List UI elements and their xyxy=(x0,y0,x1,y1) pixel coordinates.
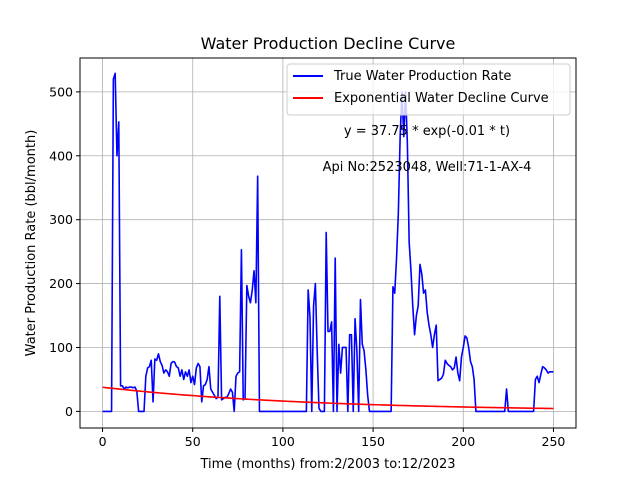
x-tick-label: 200 xyxy=(451,434,475,449)
chart-title: Water Production Decline Curve xyxy=(201,34,456,53)
series-line-exponential-fit xyxy=(102,386,554,410)
y-tick-label: 100 xyxy=(49,340,73,355)
x-tick-label: 150 xyxy=(361,434,385,449)
x-tick-label: 100 xyxy=(271,434,295,449)
legend-label-exponential: Exponential Water Decline Curve xyxy=(334,91,549,106)
y-tick-label: 0 xyxy=(65,404,73,419)
well-annotation: Api No:2523048, Well:71-1-AX-4 xyxy=(323,160,532,175)
equation-annotation: y = 37.75 * exp(-0.01 * t) xyxy=(344,124,510,139)
y-tick-label: 200 xyxy=(49,276,73,291)
y-tick-label: 500 xyxy=(49,84,73,99)
plot-frame xyxy=(79,57,577,429)
x-tick-label: 50 xyxy=(185,434,201,449)
grid xyxy=(80,58,576,428)
legend-label-true-rate: True Water Production Rate xyxy=(333,69,511,84)
y-tick-label: 300 xyxy=(49,212,73,227)
series-layer xyxy=(102,72,554,413)
x-tick-label: 0 xyxy=(99,434,107,449)
y-axis-label: Water Production Rate (bbl/month) xyxy=(24,130,39,357)
y-tick-label: 400 xyxy=(49,148,73,163)
axis-ticks: 0 50 100 150 200 250 0 100 200 300 400 500 xyxy=(49,84,565,449)
legend-box xyxy=(286,63,571,116)
x-axis-label: Time (months) from:2/2003 to:12/2023 xyxy=(199,457,455,472)
x-tick-label: 250 xyxy=(542,434,566,449)
legend: True Water Production Rate Exponential W… xyxy=(286,63,571,116)
series-line-true-production xyxy=(102,72,554,413)
